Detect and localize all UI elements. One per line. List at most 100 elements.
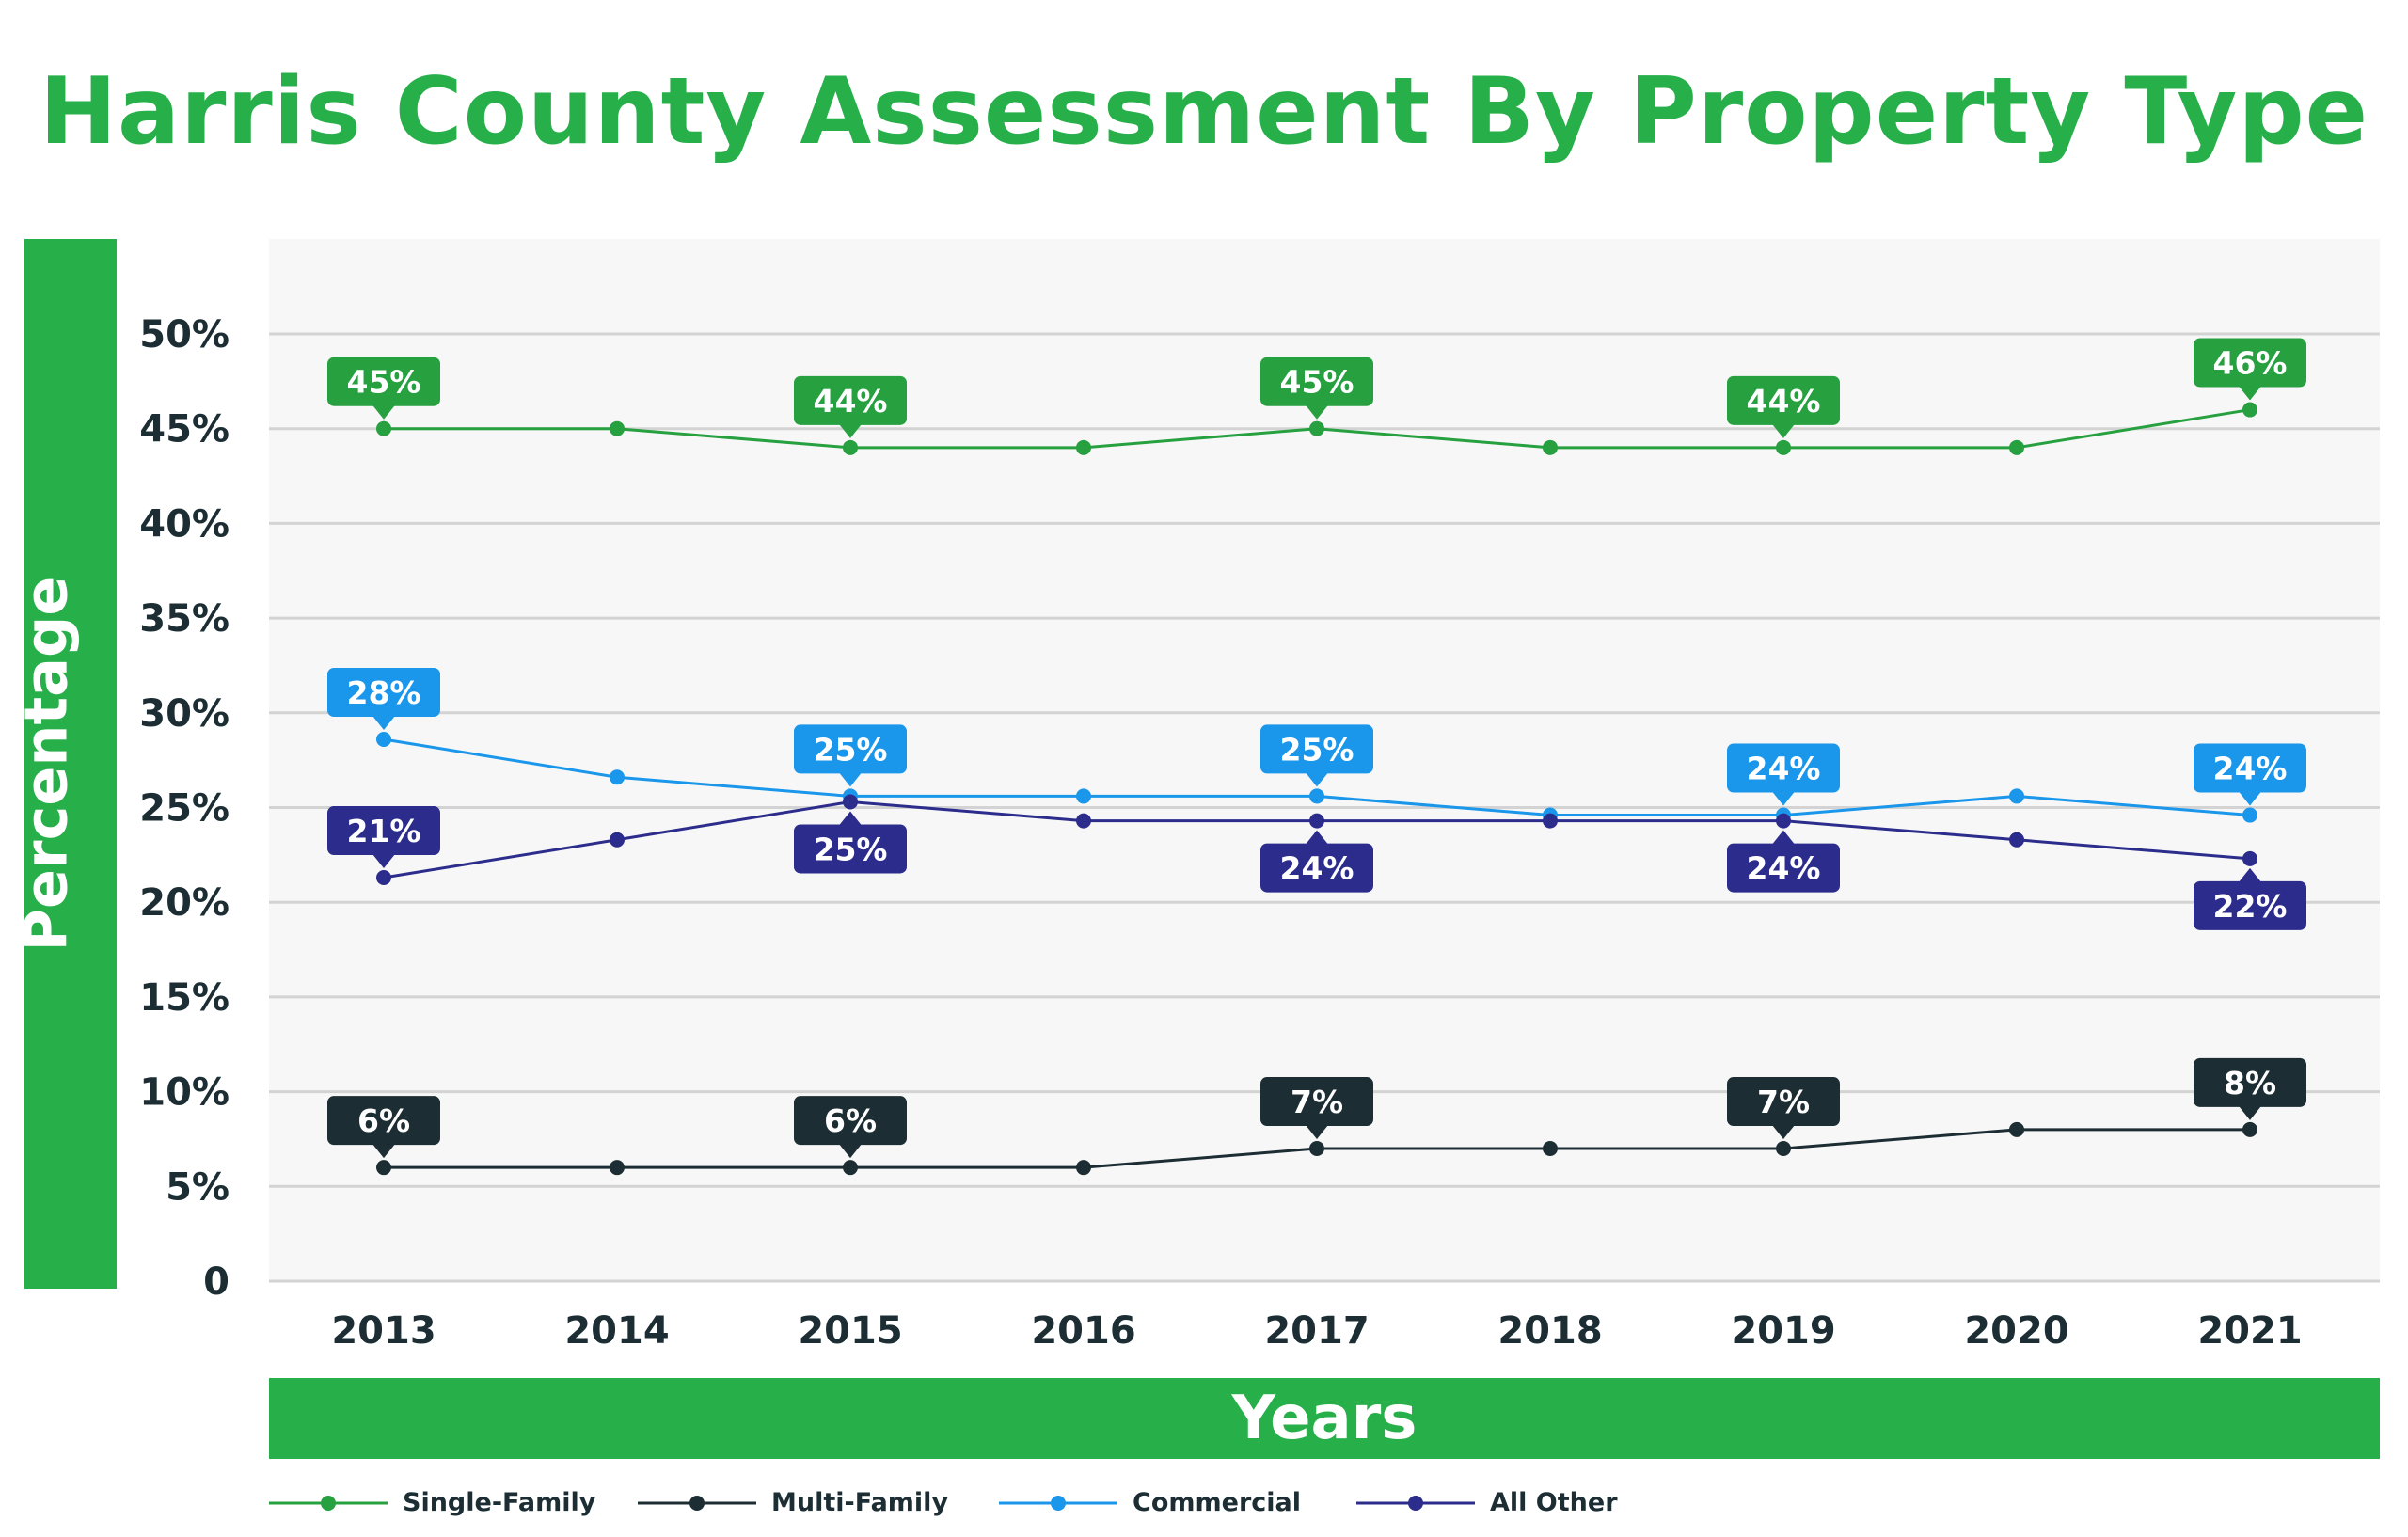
x-tick-label: 2016 bbox=[1031, 1309, 1135, 1353]
single-family-point bbox=[610, 420, 625, 436]
svg-text:24%: 24% bbox=[1747, 850, 1821, 887]
x-tick-label: 2013 bbox=[331, 1309, 436, 1353]
svg-text:46%: 46% bbox=[2213, 345, 2288, 382]
y-tick-label: 35% bbox=[139, 597, 230, 641]
single-family-point bbox=[1543, 439, 1558, 455]
commercial-point bbox=[1309, 788, 1324, 804]
single-family-data-label: 45% bbox=[327, 357, 440, 420]
y-tick-label: 45% bbox=[139, 408, 230, 452]
multi-family-point bbox=[1776, 1141, 1791, 1157]
single-family-data-label: 46% bbox=[2194, 338, 2306, 401]
svg-text:25%: 25% bbox=[814, 831, 888, 867]
legend-swatch bbox=[999, 1496, 1117, 1511]
svg-text:22%: 22% bbox=[2213, 888, 2288, 925]
series-points bbox=[376, 402, 2258, 1176]
all-other-point bbox=[1543, 813, 1558, 829]
svg-text:6%: 6% bbox=[824, 1102, 877, 1139]
single-family-point bbox=[1309, 420, 1324, 436]
legend-label: All Other bbox=[1490, 1488, 1618, 1517]
all-other-data-label: 22% bbox=[2194, 867, 2306, 930]
svg-text:45%: 45% bbox=[1280, 364, 1354, 401]
svg-text:7%: 7% bbox=[1757, 1084, 1810, 1120]
multi-family-point bbox=[1309, 1141, 1324, 1157]
multi-family-data-label: 6% bbox=[794, 1096, 907, 1159]
y-tick-label: 15% bbox=[139, 976, 230, 1020]
x-tick-label: 2017 bbox=[1264, 1309, 1369, 1353]
multi-family-data-label: 7% bbox=[1727, 1077, 1840, 1140]
all-other-data-label: 24% bbox=[1727, 830, 1840, 893]
all-other-point bbox=[2242, 850, 2258, 866]
multi-family-data-label: 6% bbox=[327, 1096, 440, 1159]
y-tick-label: 50% bbox=[139, 313, 230, 357]
commercial-point bbox=[2242, 807, 2258, 823]
multi-family-point bbox=[2009, 1121, 2024, 1137]
y-axis-title-bar bbox=[24, 239, 117, 1289]
commercial-point bbox=[1076, 788, 1091, 804]
svg-text:25%: 25% bbox=[814, 731, 888, 768]
single-family-point bbox=[2009, 439, 2024, 455]
svg-text:21%: 21% bbox=[347, 813, 421, 849]
x-tick-label: 2014 bbox=[564, 1309, 669, 1353]
multi-family-point bbox=[1076, 1160, 1091, 1176]
commercial-point bbox=[2009, 788, 2024, 804]
multi-family-point bbox=[1543, 1141, 1558, 1157]
svg-text:44%: 44% bbox=[814, 383, 888, 420]
x-tick-labels: 2013 2014 2015 2016 2017 2018 2019 2020 2021 bbox=[331, 1309, 2302, 1353]
svg-text:25%: 25% bbox=[1280, 731, 1354, 768]
single-family-data-label: 44% bbox=[1727, 375, 1840, 438]
single-family-point bbox=[843, 439, 858, 455]
legend-label: Single-Family bbox=[403, 1488, 596, 1517]
y-tick-label: 20% bbox=[139, 881, 230, 925]
x-tick-label: 2020 bbox=[1964, 1309, 2068, 1353]
single-family-point bbox=[2242, 402, 2258, 418]
svg-text:24%: 24% bbox=[2213, 751, 2288, 787]
legend-label: Commercial bbox=[1133, 1488, 1301, 1517]
commercial-data-label: 28% bbox=[327, 667, 440, 730]
svg-text:45%: 45% bbox=[347, 364, 421, 401]
y-tick-label: 5% bbox=[166, 1165, 230, 1209]
commercial-data-label: 25% bbox=[1260, 724, 1373, 787]
single-family-point bbox=[1076, 439, 1091, 455]
all-other-point bbox=[1076, 813, 1091, 829]
svg-text:8%: 8% bbox=[2224, 1065, 2276, 1101]
svg-text:24%: 24% bbox=[1747, 751, 1821, 787]
svg-text:44%: 44% bbox=[1747, 383, 1821, 420]
commercial-point bbox=[376, 731, 391, 747]
legend-swatch bbox=[269, 1496, 388, 1511]
chart-title: Harris County Assessment By Property Typ… bbox=[39, 58, 2369, 166]
y-tick-labels: 0 5% 10% 15% 20% 25% 30% 35% 40% 45% 50% bbox=[139, 313, 230, 1304]
svg-text:6%: 6% bbox=[357, 1102, 410, 1139]
x-tick-label: 2018 bbox=[1497, 1309, 1602, 1353]
multi-family-point bbox=[610, 1160, 625, 1176]
all-other-data-label: 25% bbox=[794, 811, 907, 874]
x-axis-title-bar: Years bbox=[269, 1378, 2380, 1459]
all-other-point bbox=[610, 832, 625, 848]
all-other-point bbox=[2009, 832, 2024, 848]
commercial-point bbox=[610, 769, 625, 785]
x-tick-label: 2021 bbox=[2197, 1309, 2302, 1353]
single-family-point bbox=[376, 420, 391, 436]
legend-swatch bbox=[638, 1496, 756, 1511]
y-tick-label: 10% bbox=[139, 1071, 230, 1115]
all-other-data-label: 21% bbox=[327, 806, 440, 869]
x-tick-label: 2015 bbox=[798, 1309, 902, 1353]
multi-family-data-label: 8% bbox=[2194, 1057, 2306, 1120]
all-other-data-label: 24% bbox=[1260, 830, 1373, 893]
commercial-data-label: 24% bbox=[2194, 743, 2306, 806]
legend-swatch bbox=[1356, 1496, 1475, 1511]
commercial-data-label: 24% bbox=[1727, 743, 1840, 806]
all-other-point bbox=[843, 794, 858, 810]
svg-text:28%: 28% bbox=[347, 674, 421, 711]
y-tick-label: 30% bbox=[139, 692, 230, 736]
data-labels: 45% 44% 45% 44% 46% 6% 6% 7% 7% 8% 28% 25% 25% 24% 24%… bbox=[327, 338, 2306, 1159]
commercial-data-label: 25% bbox=[794, 724, 907, 787]
x-axis-title: Years bbox=[1231, 1384, 1418, 1453]
multi-family-data-label: 7% bbox=[1260, 1077, 1373, 1140]
multi-family-point bbox=[376, 1160, 391, 1176]
single-family-point bbox=[1776, 439, 1791, 455]
legend-label: Multi-Family bbox=[771, 1488, 949, 1517]
multi-family-point bbox=[2242, 1121, 2258, 1137]
single-family-data-label: 44% bbox=[794, 375, 907, 438]
y-tick-label: 40% bbox=[139, 502, 230, 546]
